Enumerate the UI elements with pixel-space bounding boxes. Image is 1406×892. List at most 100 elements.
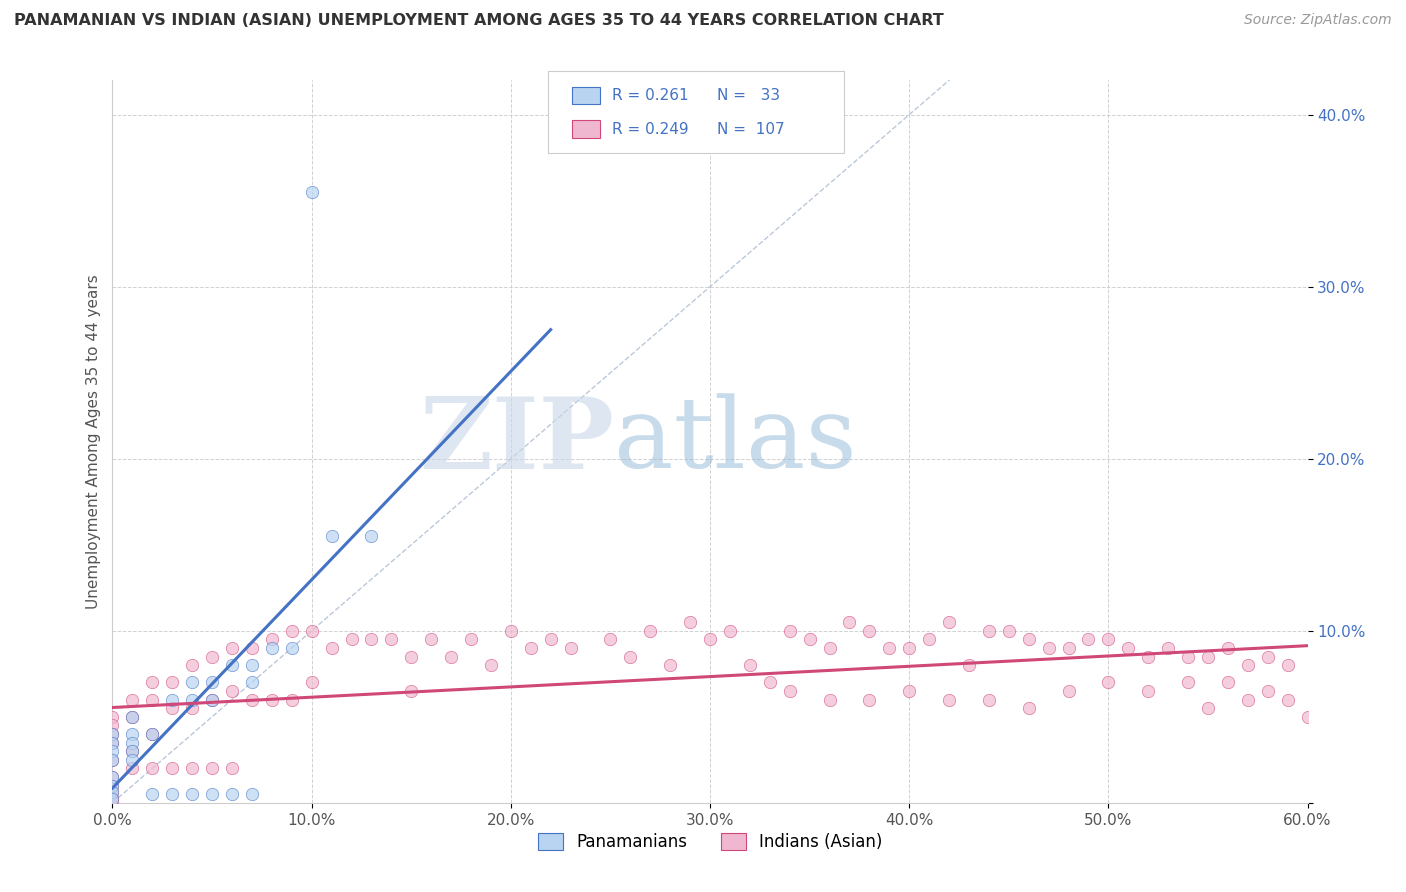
Point xyxy=(121,710,143,724)
Point xyxy=(121,753,143,767)
Point xyxy=(1157,640,1180,655)
Point xyxy=(101,744,124,758)
Point xyxy=(201,649,224,664)
Point xyxy=(101,785,124,799)
Point xyxy=(540,632,562,647)
Point xyxy=(1216,675,1239,690)
Point xyxy=(918,632,941,647)
Point xyxy=(938,692,960,706)
Point xyxy=(221,658,243,673)
Point xyxy=(1077,632,1099,647)
Point xyxy=(838,615,860,630)
Point xyxy=(141,761,163,775)
Point xyxy=(201,675,224,690)
Point xyxy=(1018,701,1040,715)
Point xyxy=(738,658,761,673)
Point xyxy=(162,675,183,690)
Point xyxy=(499,624,522,638)
Point xyxy=(699,632,721,647)
Point xyxy=(181,675,204,690)
Point xyxy=(321,529,343,543)
Text: N =  107: N = 107 xyxy=(717,122,785,136)
Point xyxy=(221,640,243,655)
Point xyxy=(101,727,124,741)
Point xyxy=(101,770,124,784)
Point xyxy=(1137,649,1160,664)
Point xyxy=(977,692,1000,706)
Point xyxy=(281,692,304,706)
Point xyxy=(101,735,124,749)
Point xyxy=(221,761,243,775)
Point xyxy=(858,624,880,638)
Point xyxy=(301,675,323,690)
Point xyxy=(101,710,124,724)
Point xyxy=(599,632,621,647)
Point xyxy=(401,684,423,698)
Point xyxy=(101,753,124,767)
Point xyxy=(181,692,204,706)
Point xyxy=(181,787,204,801)
Point xyxy=(162,692,183,706)
Point xyxy=(101,770,124,784)
Point xyxy=(360,632,382,647)
Point xyxy=(1216,640,1239,655)
Point xyxy=(401,649,423,664)
Point xyxy=(201,692,224,706)
Point xyxy=(520,640,543,655)
Point xyxy=(301,185,323,199)
Text: ZIP: ZIP xyxy=(419,393,614,490)
Point xyxy=(101,779,124,793)
Point xyxy=(1277,658,1299,673)
Point xyxy=(340,632,363,647)
Point xyxy=(201,787,224,801)
Point xyxy=(957,658,980,673)
Point xyxy=(799,632,821,647)
Point xyxy=(440,649,463,664)
Point xyxy=(221,787,243,801)
Point xyxy=(718,624,741,638)
Point xyxy=(240,692,263,706)
Point xyxy=(818,692,841,706)
Point xyxy=(1197,649,1219,664)
Point xyxy=(460,632,482,647)
Point xyxy=(1097,675,1119,690)
Point xyxy=(1038,640,1060,655)
Text: PANAMANIAN VS INDIAN (ASIAN) UNEMPLOYMENT AMONG AGES 35 TO 44 YEARS CORRELATION : PANAMANIAN VS INDIAN (ASIAN) UNEMPLOYMEN… xyxy=(14,13,943,29)
Point xyxy=(779,624,801,638)
Point xyxy=(301,624,323,638)
Point xyxy=(181,658,204,673)
Point xyxy=(1097,632,1119,647)
Point xyxy=(879,640,901,655)
Point xyxy=(121,710,143,724)
Point xyxy=(898,640,921,655)
Point xyxy=(101,790,124,805)
Point xyxy=(240,675,263,690)
Point xyxy=(260,640,283,655)
Point xyxy=(101,792,124,806)
Point xyxy=(619,649,641,664)
Point xyxy=(101,753,124,767)
Point xyxy=(121,744,143,758)
Point xyxy=(560,640,582,655)
Point xyxy=(938,615,960,630)
Point xyxy=(1257,684,1279,698)
Point xyxy=(858,692,880,706)
Text: atlas: atlas xyxy=(614,393,858,490)
Point xyxy=(101,779,124,793)
Y-axis label: Unemployment Among Ages 35 to 44 years: Unemployment Among Ages 35 to 44 years xyxy=(86,274,101,609)
Point xyxy=(759,675,782,690)
Point xyxy=(898,684,921,698)
Point xyxy=(1118,640,1140,655)
Point xyxy=(181,761,204,775)
Point xyxy=(121,727,143,741)
Point xyxy=(640,624,662,638)
Point xyxy=(162,761,183,775)
Point xyxy=(121,735,143,749)
Legend: Panamanians, Indians (Asian): Panamanians, Indians (Asian) xyxy=(530,825,890,860)
Point xyxy=(380,632,402,647)
Text: N =   33: N = 33 xyxy=(717,88,780,103)
Point xyxy=(479,658,502,673)
Point xyxy=(1177,649,1199,664)
Point xyxy=(659,658,682,673)
Point xyxy=(141,787,163,801)
